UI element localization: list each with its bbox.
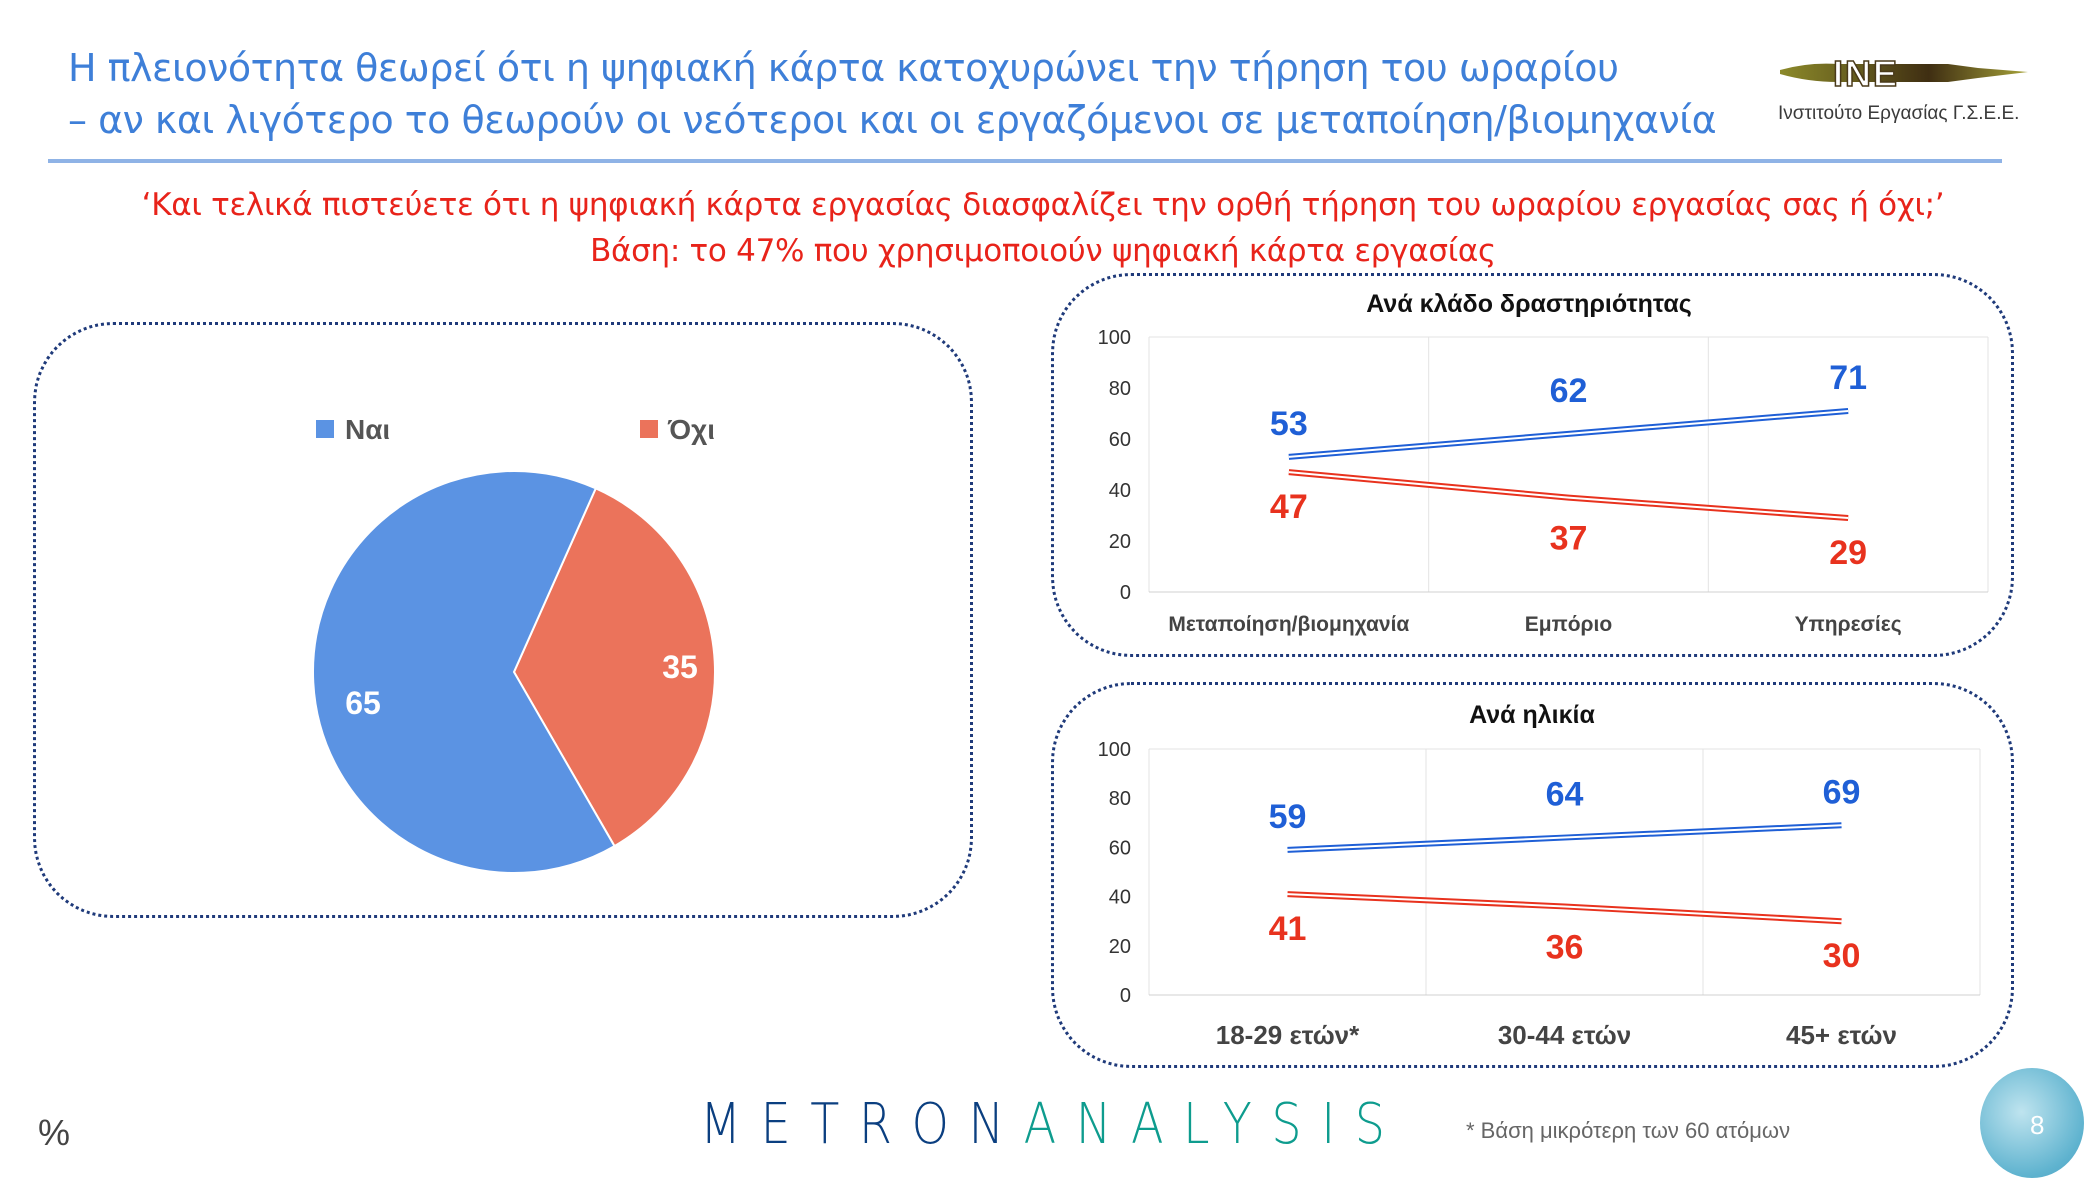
y-tick-label: 100: [1098, 327, 1131, 349]
data-label-no: 30: [1823, 937, 1861, 975]
ine-logo: INE: [1780, 58, 2028, 95]
data-label-no: 37: [1550, 520, 1588, 558]
y-tick-label: 60: [1109, 429, 1131, 451]
title-divider: [48, 159, 2002, 163]
x-tick-label: 45+ ετών: [1786, 1020, 1897, 1050]
data-label-yes: 53: [1270, 405, 1308, 443]
legend-label-no: Όχι: [667, 414, 715, 445]
pie-slice-yes: [312, 470, 616, 874]
age-panel: [1051, 682, 2014, 1068]
series-line-inner: [1287, 824, 1842, 851]
pie-panel: [33, 322, 973, 918]
data-label-yes: 69: [1823, 773, 1861, 811]
title-line-1: Η πλειονότητα θεωρεί ότι η ψηφιακή κάρτα…: [68, 46, 1619, 90]
series-line-inner: [1288, 409, 1849, 458]
sector-panel: [1051, 273, 2014, 657]
brand-metron: METRON: [700, 1092, 1024, 1157]
x-tick-label: Μεταποίηση/βιομηχανία: [1168, 613, 1409, 636]
survey-question: ‘Και τελικά πιστεύετε ότι η ψηφιακή κάρτ…: [0, 182, 2086, 274]
data-label-no: 47: [1270, 488, 1308, 526]
x-tick-label: Υπηρεσίες: [1795, 613, 1902, 636]
logo-subtitle: Ινστιτούτο Εργασίας Γ.Σ.Ε.Ε.: [1778, 103, 2020, 124]
y-tick-label: 60: [1109, 837, 1131, 859]
data-label-yes: 64: [1546, 776, 1584, 814]
data-label-no: 36: [1546, 928, 1584, 966]
y-tick-label: 100: [1098, 739, 1131, 761]
y-tick-label: 20: [1109, 936, 1131, 958]
brand-analysis: ANALYSIS: [1023, 1092, 1405, 1157]
x-tick-label: 18-29 ετών*: [1216, 1020, 1360, 1050]
slide-title: Η πλειονότητα θεωρεί ότι η ψηφιακή κάρτα…: [68, 42, 1717, 146]
svg-text:INE: INE: [1833, 58, 1899, 94]
data-label-yes: 62: [1550, 372, 1588, 410]
series-line-inner: [1288, 471, 1849, 520]
y-tick-label: 40: [1109, 480, 1131, 502]
y-tick-label: 0: [1120, 582, 1131, 604]
x-tick-label: 30-44 ετών: [1498, 1020, 1631, 1050]
pie-label-yes: 65: [345, 685, 381, 721]
data-label-no: 41: [1269, 910, 1307, 948]
percent-indicator: %: [38, 1112, 71, 1153]
age-chart-title: Ανά ηλικία: [1469, 701, 1595, 729]
footnote: * Βάση μικρότερη των 60 ατόμων: [1466, 1118, 1791, 1143]
data-label-yes: 71: [1829, 359, 1867, 397]
data-label-yes: 59: [1269, 798, 1307, 836]
metron-analysis-logo: METRONANALYSIS: [700, 1092, 1405, 1157]
y-tick-label: 0: [1120, 985, 1131, 1007]
pie-slice-no: [512, 487, 716, 848]
page-badge: [1980, 1068, 2084, 1178]
pie-label-no: 35: [662, 649, 698, 685]
y-tick-label: 20: [1109, 531, 1131, 553]
data-label-no: 29: [1829, 534, 1867, 572]
y-tick-label: 80: [1109, 378, 1131, 400]
sector-chart-title: Ανά κλάδο δραστηριότητας: [1366, 290, 1691, 318]
legend-swatch-yes: [316, 420, 334, 438]
series-line-inner: [1287, 893, 1842, 923]
title-line-2: – αν και λιγότερο το θεωρούν οι νεότεροι…: [68, 98, 1717, 142]
page-number: 8: [2030, 1110, 2045, 1140]
question-text: ‘Και τελικά πιστεύετε ότι η ψηφιακή κάρτ…: [141, 187, 1945, 223]
x-tick-label: Εμπόριο: [1525, 613, 1612, 636]
legend-label-yes: Ναι: [345, 414, 390, 445]
legend-swatch-no: [640, 420, 658, 438]
y-tick-label: 80: [1109, 788, 1131, 810]
question-base: Βάση: το 47% που χρησιμοποιούν ψηφιακή κ…: [590, 233, 1496, 269]
y-tick-label: 40: [1109, 887, 1131, 909]
